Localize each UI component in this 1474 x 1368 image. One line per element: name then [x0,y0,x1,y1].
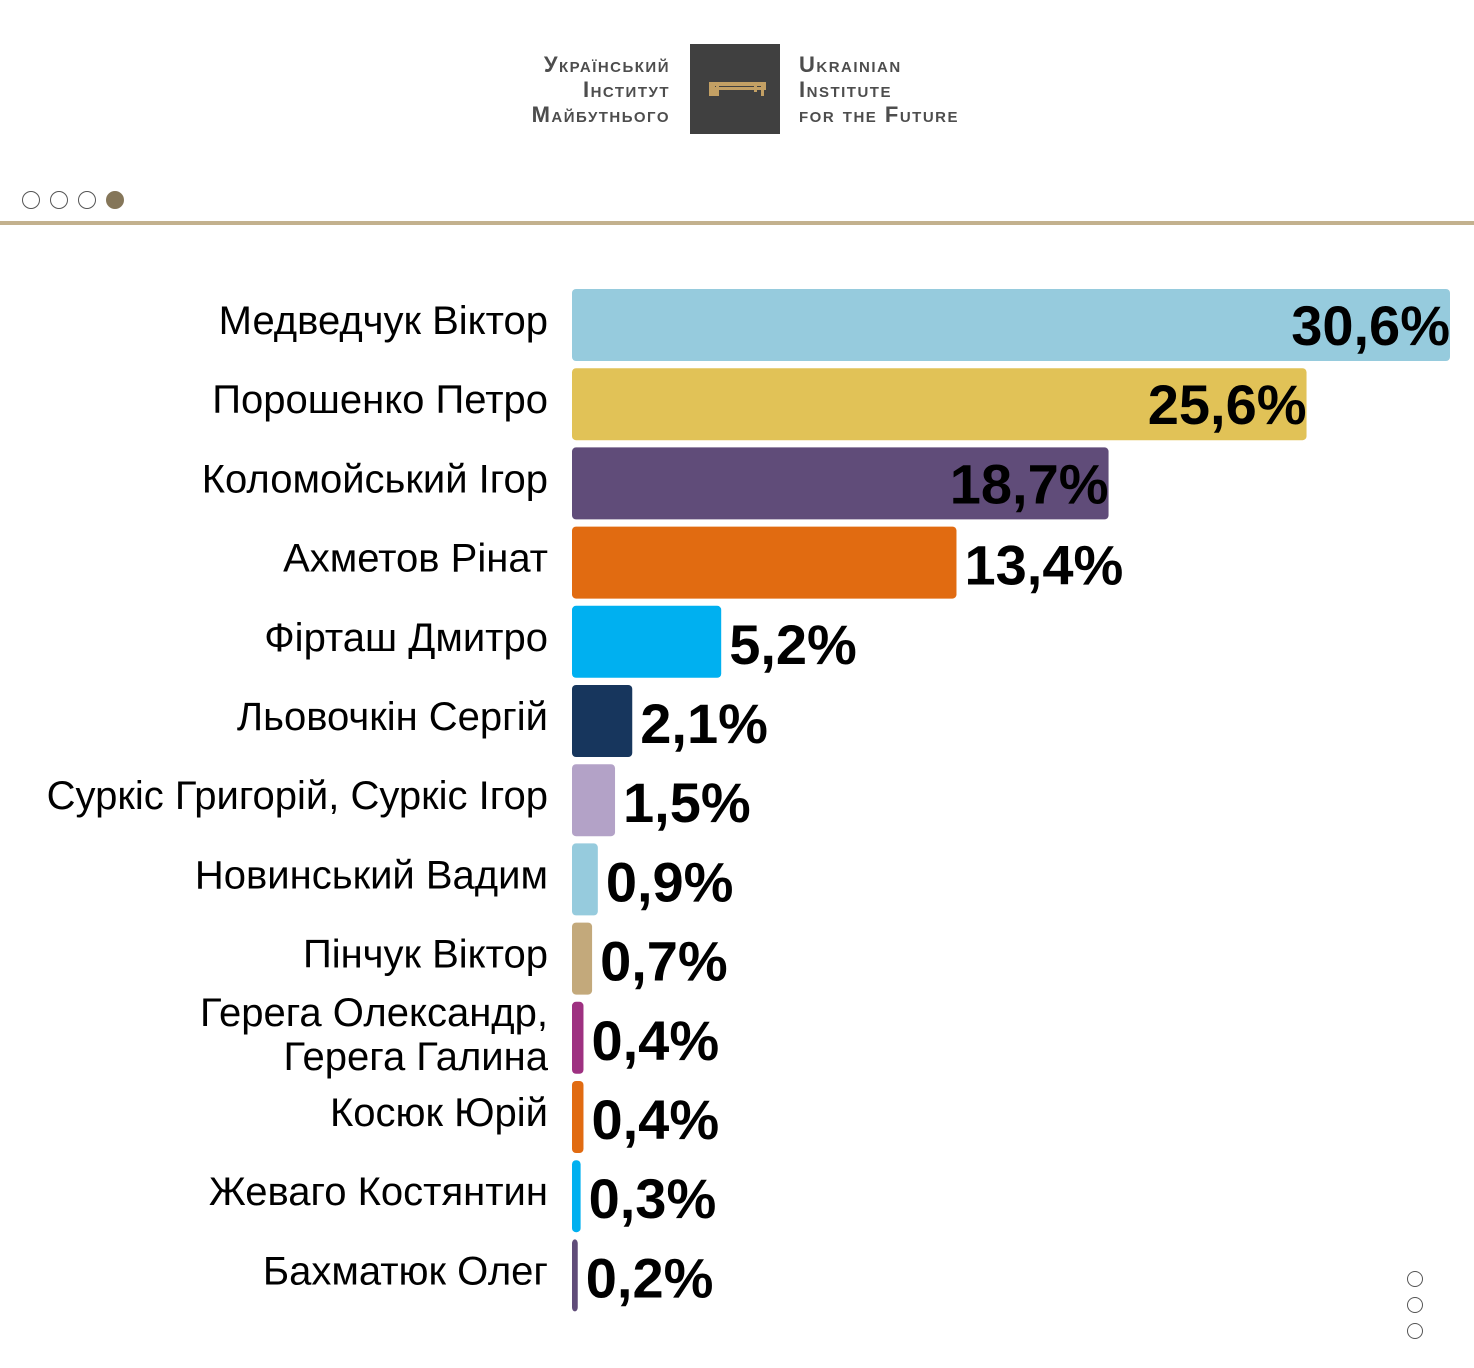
key-logo-icon [690,44,780,134]
institute-logo: Український Інститут Майбутнього Ukraini… [0,44,1474,136]
side-pager-dot[interactable] [1407,1297,1423,1313]
value-label: 0,3% [589,1167,717,1230]
bar [572,368,1307,441]
logo-line: Український [543,52,670,77]
logo-text-ukrainian: Український Інститут Майбутнього [532,52,670,127]
slide-pager [22,191,124,213]
logo-line: for the Future [799,102,959,127]
category-label: Ахметов Рінат [283,537,548,581]
value-label: 25,6% [1148,373,1307,436]
value-label: 0,4% [591,1009,719,1072]
pager-dot[interactable] [78,191,96,209]
category-label: Коломойський Ігор [202,457,548,501]
category-label: Порошенко Петро [212,378,548,422]
bar [572,1001,584,1074]
bar [572,764,616,837]
value-label: 5,2% [729,613,857,676]
bar [572,1160,581,1233]
category-label: Жеваго Костянтин [209,1170,548,1214]
side-pager-dot[interactable] [1407,1271,1423,1287]
value-label: 0,2% [586,1246,714,1309]
category-label: Льовочкін Сергій [237,695,548,739]
category-label: Суркіс Григорій, Суркіс Ігор [47,774,548,818]
pager-dot[interactable] [50,191,68,209]
bar [572,605,722,678]
side-pager-dot[interactable] [1407,1323,1423,1339]
value-label: 0,7% [600,930,728,993]
category-label: Бахматюк Олег [263,1249,548,1293]
bar [572,1239,578,1312]
value-label: 1,5% [623,771,751,834]
logo-line: Майбутнього [531,102,670,127]
category-label: Пінчук Віктор [303,933,548,977]
value-label: 0,4% [591,1088,719,1151]
side-pager [1407,1271,1423,1339]
value-label: 30,6% [1291,294,1450,357]
logo-text-english: Ukrainian Institute for the Future [799,52,959,127]
logo-line: Institute [799,77,892,102]
logo-line: Ukrainian [799,52,902,77]
bar [572,685,633,757]
pager-dot[interactable] [22,191,40,209]
value-label: 0,9% [606,850,734,913]
category-label: Фірташ Дмитро [264,616,548,660]
category-label: Косюк Юрій [330,1091,548,1135]
logo-line: Інститут [582,77,670,102]
value-label: 18,7% [950,452,1109,515]
category-label: Герега Олександр, Герега Галина [200,991,549,1079]
bar [572,526,957,599]
value-label: 13,4% [964,534,1123,597]
bar [572,1081,584,1153]
bar [572,289,1450,361]
bar [572,922,593,995]
bar [572,843,598,916]
pager-dot-active[interactable] [106,191,124,209]
key-icon [709,82,766,96]
bar [572,447,1109,520]
value-label: 2,1% [640,692,768,755]
header-divider [0,221,1474,225]
category-label: Медведчук Віктор [219,299,548,343]
category-label: Новинський Вадим [195,853,548,897]
